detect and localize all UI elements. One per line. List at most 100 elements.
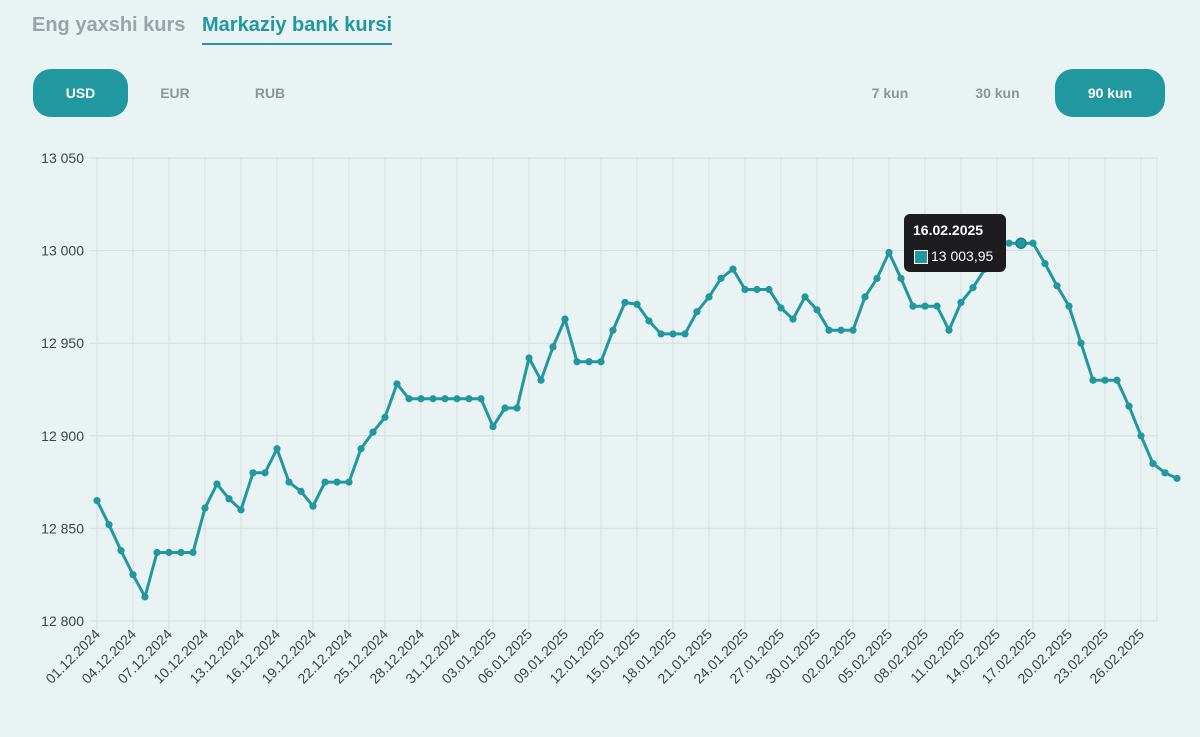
data-point — [153, 548, 161, 557]
data-point — [345, 478, 353, 486]
currency-eur-button[interactable]: EUR — [160, 85, 190, 101]
data-point — [1137, 432, 1145, 440]
data-point — [189, 548, 197, 557]
data-point — [573, 358, 581, 366]
data-point — [657, 330, 665, 338]
data-point — [117, 547, 125, 555]
y-tick-label: 13 000 — [41, 243, 84, 259]
data-point — [165, 548, 173, 557]
data-point — [249, 469, 257, 477]
data-point — [237, 506, 245, 514]
data-point — [1125, 402, 1133, 410]
data-point — [813, 306, 821, 314]
data-point — [765, 285, 773, 294]
data-point — [417, 395, 425, 403]
data-point — [369, 428, 377, 436]
data-point — [681, 330, 689, 338]
chart-tooltip: 16.02.2025 13 003,95 — [904, 214, 1006, 272]
data-point — [837, 326, 845, 334]
data-point — [501, 404, 509, 412]
data-point — [357, 445, 365, 453]
data-point — [705, 293, 713, 301]
tooltip-date: 16.02.2025 — [913, 222, 984, 238]
data-point — [885, 248, 893, 257]
y-tick-label: 12 950 — [41, 335, 84, 351]
data-point — [297, 487, 305, 495]
data-point — [561, 315, 569, 323]
currency-usd-button[interactable]: USD — [33, 69, 128, 117]
data-point — [645, 317, 653, 325]
period-30-days-button[interactable]: 30 kun — [975, 85, 1020, 101]
data-point — [1101, 376, 1109, 384]
data-point — [93, 497, 101, 505]
data-point — [273, 445, 281, 453]
data-point — [849, 326, 857, 334]
data-point — [489, 422, 497, 431]
data-point — [873, 274, 881, 282]
data-point — [717, 274, 725, 282]
data-point — [729, 265, 737, 273]
data-point — [309, 502, 317, 510]
data-point — [261, 469, 269, 477]
data-point — [741, 285, 749, 294]
data-point — [1053, 282, 1061, 290]
highlighted-data-point — [1015, 237, 1027, 249]
data-point — [969, 284, 977, 292]
y-tick-label: 12 800 — [41, 613, 84, 629]
data-point — [609, 326, 617, 334]
data-point — [693, 308, 701, 316]
period-7-days-button[interactable]: 7 kun — [871, 85, 909, 101]
data-point — [129, 571, 137, 579]
data-point — [753, 285, 761, 294]
data-point — [333, 478, 341, 486]
data-point — [933, 302, 941, 310]
data-point — [945, 326, 953, 334]
data-point — [321, 478, 329, 486]
data-point — [1089, 376, 1097, 384]
data-point — [477, 395, 485, 403]
tooltip-series-swatch — [914, 250, 928, 264]
data-point — [513, 404, 521, 412]
currency-rub-button[interactable]: RUB — [254, 85, 286, 101]
data-point — [789, 315, 797, 323]
data-point — [897, 274, 905, 282]
data-point — [957, 298, 965, 307]
data-point — [1041, 259, 1049, 268]
data-point — [825, 326, 833, 334]
data-point — [405, 395, 413, 403]
data-point — [861, 293, 869, 301]
data-point — [105, 521, 113, 529]
data-point — [801, 293, 809, 301]
data-point — [225, 495, 233, 503]
data-point — [597, 358, 605, 366]
data-point — [1173, 474, 1181, 482]
data-point — [177, 548, 185, 557]
data-point — [585, 358, 593, 366]
y-tick-label: 13 050 — [41, 150, 84, 166]
tab-best-rate[interactable]: Eng yaxshi kurs — [32, 14, 186, 36]
period-90-days-button[interactable]: 90 kun — [1055, 69, 1165, 117]
tab-central-bank-rate[interactable]: Markaziy bank kursi — [202, 14, 393, 45]
data-point — [537, 376, 545, 384]
y-tick-label: 12 850 — [41, 520, 84, 536]
data-point — [465, 395, 473, 403]
data-point — [633, 300, 641, 308]
data-point — [549, 343, 557, 351]
data-point — [1149, 459, 1157, 468]
data-point — [201, 504, 209, 512]
data-point — [213, 480, 221, 488]
tooltip-value: 13 003,95 — [931, 248, 994, 264]
data-point — [669, 330, 677, 338]
y-tick-label: 12 900 — [41, 428, 84, 444]
data-point — [1077, 339, 1085, 347]
data-point — [453, 395, 461, 403]
data-point — [285, 478, 293, 486]
data-point — [381, 413, 389, 421]
data-point — [621, 298, 629, 307]
data-point — [429, 395, 437, 403]
data-point — [1005, 239, 1013, 247]
data-point — [1113, 376, 1121, 384]
data-point — [909, 302, 917, 310]
data-point — [441, 395, 449, 403]
